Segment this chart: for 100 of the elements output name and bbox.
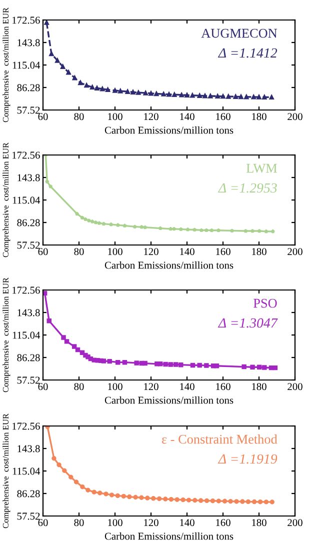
point xyxy=(92,490,96,494)
y-tick-label: 115.04 xyxy=(12,468,40,475)
point xyxy=(270,229,276,234)
x-tick-label: 100 xyxy=(108,519,122,526)
annotation: ε - Constraint Method xyxy=(162,434,278,444)
point xyxy=(109,492,114,498)
point xyxy=(168,496,174,502)
point xyxy=(246,499,251,504)
point xyxy=(90,84,95,90)
point xyxy=(242,364,246,370)
point xyxy=(74,480,79,484)
point xyxy=(257,228,262,234)
point xyxy=(264,500,269,504)
point xyxy=(145,496,150,500)
x-tick-label: 180 xyxy=(252,383,266,390)
point xyxy=(215,94,220,99)
point xyxy=(240,499,245,504)
annotation: Δ =1.1919 xyxy=(218,454,278,464)
x-tick-label: 100 xyxy=(108,383,122,390)
point xyxy=(48,184,53,189)
point xyxy=(130,90,136,94)
point xyxy=(158,362,163,366)
point xyxy=(148,90,154,96)
y-tick-label: 86.28 xyxy=(17,354,40,362)
x-tick-label: 80 xyxy=(74,519,84,526)
annotation: Δ =1.2953 xyxy=(218,183,277,193)
y-tick-label: 86.28 xyxy=(17,490,40,498)
x-tick-label: 200 xyxy=(288,248,302,256)
annotation: Δ =1.1412 xyxy=(218,48,278,58)
x-tick-label: 80 xyxy=(74,383,84,390)
point xyxy=(252,499,257,504)
point xyxy=(62,468,67,473)
x-axis-title: Carbon Emissions/million tons xyxy=(104,532,234,540)
x-tick-label: 60 xyxy=(38,519,48,526)
point xyxy=(94,86,100,90)
point xyxy=(210,498,216,504)
y-tick-label: 57.52 xyxy=(17,376,40,384)
point xyxy=(186,498,192,502)
y-tick-label: 172.56 xyxy=(12,422,40,430)
x-tick-label: 120 xyxy=(144,113,158,120)
x-tick-label: 120 xyxy=(144,383,158,390)
annotation: LWM xyxy=(246,164,277,173)
point xyxy=(257,364,262,370)
point xyxy=(270,500,274,504)
point xyxy=(197,362,202,368)
point xyxy=(262,365,267,370)
point xyxy=(46,318,52,324)
x-tick-label: 180 xyxy=(252,519,266,526)
x-tick-label: 160 xyxy=(216,113,230,120)
point xyxy=(180,497,186,502)
y-tick-label: 57.52 xyxy=(17,242,40,249)
x-tick-label: 60 xyxy=(38,113,48,120)
y-tick-label: 172.56 xyxy=(12,16,40,24)
point xyxy=(216,498,222,504)
point xyxy=(190,362,196,368)
point xyxy=(75,347,80,352)
y-tick-label: 115.04 xyxy=(12,332,40,339)
point xyxy=(173,362,178,367)
x-tick-label: 140 xyxy=(180,113,194,120)
point xyxy=(220,94,226,99)
point xyxy=(84,82,89,88)
point xyxy=(134,360,139,366)
annotation: AUGMECON xyxy=(201,28,278,38)
y-axis-title: Comprehensive cost/million EUR xyxy=(2,277,10,392)
point xyxy=(72,344,77,349)
point xyxy=(163,362,168,367)
point xyxy=(192,498,198,503)
annotation: PSO xyxy=(254,298,277,308)
point xyxy=(101,358,106,364)
point xyxy=(238,94,244,100)
point xyxy=(204,363,209,368)
point xyxy=(174,497,180,502)
y-tick-label: 143.8 xyxy=(18,309,40,316)
point xyxy=(116,360,120,365)
x-axis-title: Carbon Emissions/million tons xyxy=(104,126,234,134)
y-tick-label: 115.04 xyxy=(12,62,40,69)
point xyxy=(49,51,54,56)
point xyxy=(107,358,112,364)
point xyxy=(78,80,83,86)
point xyxy=(127,494,132,500)
x-tick-label: 180 xyxy=(252,248,266,256)
point xyxy=(178,362,184,368)
point xyxy=(56,462,62,468)
y-tick-label: 86.28 xyxy=(17,219,40,226)
point xyxy=(133,494,138,500)
annotation: Δ =1.3047 xyxy=(218,318,278,328)
x-axis-title: Carbon Emissions/million tons xyxy=(104,396,234,404)
y-tick-label: 143.8 xyxy=(18,174,40,182)
point xyxy=(216,228,221,232)
point xyxy=(272,365,278,370)
point xyxy=(172,226,176,231)
point xyxy=(122,360,128,365)
x-tick-label: 100 xyxy=(108,113,122,120)
x-tick-label: 140 xyxy=(180,248,194,256)
x-tick-label: 100 xyxy=(108,248,122,256)
point xyxy=(150,496,156,501)
x-tick-label: 80 xyxy=(74,113,84,120)
x-tick-label: 60 xyxy=(38,248,48,256)
point xyxy=(86,488,90,492)
x-tick-label: 180 xyxy=(252,113,266,120)
